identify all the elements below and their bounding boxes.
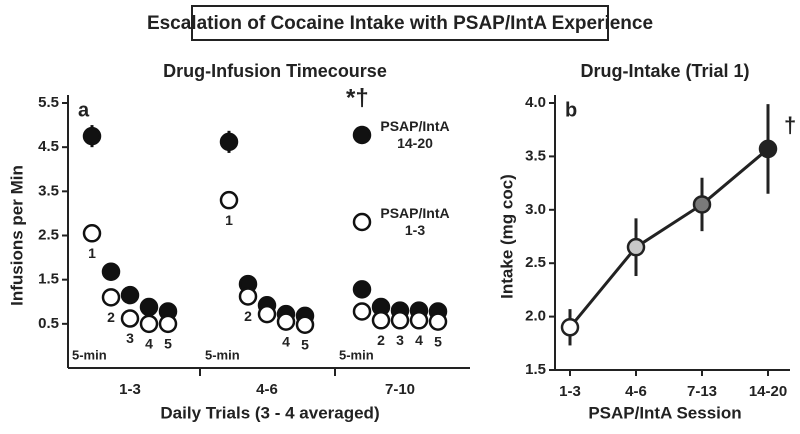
y-tick-label: 2.0 [525, 308, 546, 325]
line [568, 147, 769, 329]
legend-marker [352, 125, 372, 145]
point [560, 318, 580, 337]
x-tick-label: 4-6 [625, 383, 647, 400]
point [295, 315, 315, 334]
y-tick-label: 1.5 [525, 361, 546, 378]
bin-label: 5-min [72, 347, 107, 362]
point [120, 285, 140, 305]
x-axis-label: PSAP/IntA Session [588, 403, 741, 422]
point-label: 2 [377, 332, 385, 348]
point [626, 237, 646, 257]
point [101, 262, 121, 281]
point-label: 5 [301, 336, 309, 352]
y-tick-label: 5.5 [38, 94, 59, 111]
x-tick-label: 1-3 [559, 383, 581, 400]
x-tick-label: 4-6 [256, 381, 278, 398]
panel-label: b [565, 99, 577, 121]
bin-label: 5-min [205, 347, 240, 362]
y-tick-label: 4.5 [38, 138, 59, 155]
legend-marker [352, 212, 372, 232]
point [82, 126, 102, 146]
x-tick-label: 7-10 [385, 381, 415, 398]
point-label: 4 [145, 336, 153, 352]
point [257, 304, 277, 324]
y-tick-label: 4.0 [525, 94, 546, 111]
point [101, 288, 121, 307]
x-axis-label: Daily Trials (3 - 4 averaged) [160, 403, 379, 422]
panel-label: a [78, 99, 90, 121]
panel-title: Drug-Intake (Trial 1) [580, 61, 749, 81]
y-axis-label: Intake (mg coc) [497, 174, 516, 299]
point [692, 195, 712, 214]
point [219, 132, 239, 152]
bin-label: 5-min [339, 347, 374, 362]
y-tick-label: 3.0 [525, 201, 546, 218]
point [120, 309, 140, 328]
point-label: 1 [88, 245, 96, 261]
y-tick-label: 2.5 [38, 226, 59, 243]
y-tick-label: 0.5 [38, 315, 59, 332]
y-axis-label: Infusions per Min [7, 165, 26, 306]
point-label: 5 [164, 336, 172, 352]
point-label: 4 [415, 332, 423, 348]
title-box [191, 5, 609, 41]
point [758, 139, 778, 159]
point-label: 2 [107, 309, 115, 325]
legend-label: PSAP/IntA 1-3 [380, 205, 450, 238]
point [158, 314, 178, 334]
annotation: *† [346, 84, 369, 111]
point [82, 224, 102, 243]
x-tick-label: 1-3 [119, 381, 141, 398]
x-tick-label: 14-20 [749, 383, 787, 400]
point [352, 280, 372, 299]
point [390, 311, 410, 330]
point [371, 311, 391, 330]
figure-title: Escalation of Cocaine Intake with PSAP/I… [147, 13, 653, 34]
point [428, 312, 448, 331]
point-label: 1 [225, 212, 233, 228]
y-tick-label: 3.5 [525, 147, 546, 164]
point-label: 3 [396, 332, 404, 348]
point [276, 312, 296, 331]
annotation: † [784, 113, 796, 138]
legend-label: PSAP/IntA 14-20 [380, 118, 450, 151]
point [139, 314, 159, 334]
point [409, 311, 429, 330]
point [238, 287, 258, 306]
point [219, 190, 239, 210]
point [352, 302, 372, 321]
point [139, 297, 159, 317]
y-tick-label: 1.5 [38, 271, 59, 288]
point-label: 4 [282, 333, 290, 349]
point-label: 5 [434, 333, 442, 349]
point-label: 3 [126, 330, 134, 346]
y-tick-label: 2.5 [525, 254, 546, 271]
x-tick-label: 7-13 [687, 383, 717, 400]
y-tick-label: 3.5 [38, 182, 59, 199]
panel-title: Drug-Infusion Timecourse [163, 61, 387, 81]
point-label: 2 [244, 308, 252, 324]
